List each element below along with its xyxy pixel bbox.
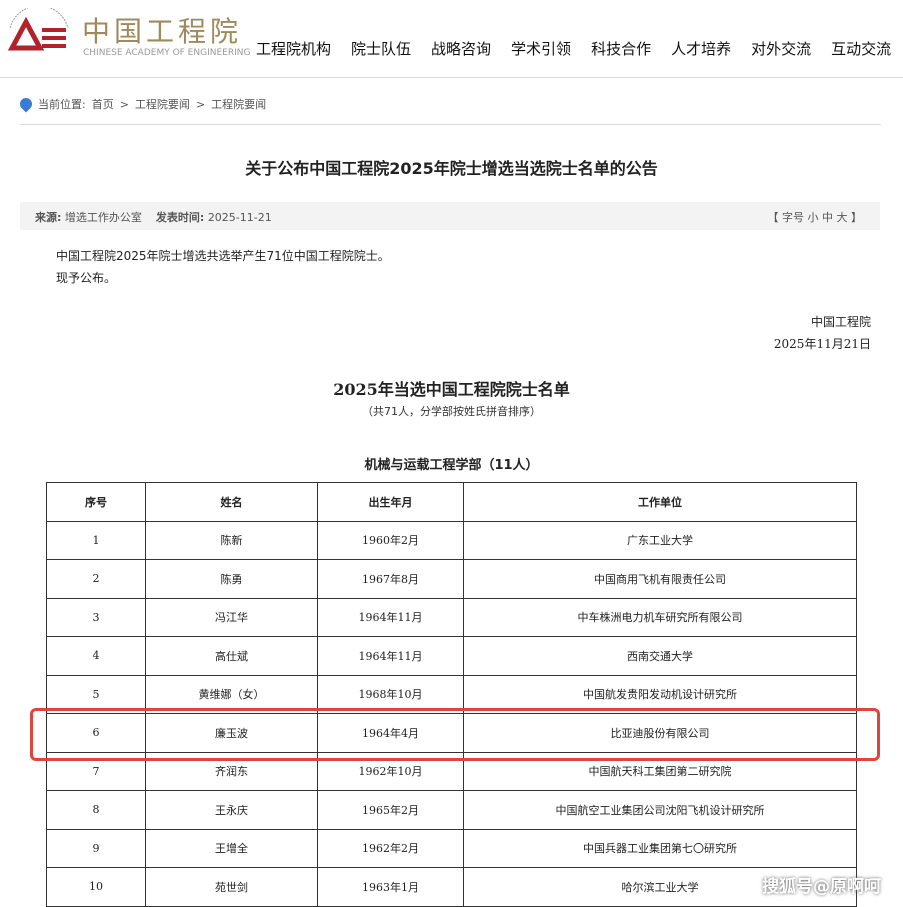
table-cell: 1967年8月 xyxy=(317,559,464,599)
date-label: 发表时间: xyxy=(155,211,205,224)
table-row: 10 苑世剑 1963年1月 哈尔滨工业大学 xyxy=(46,867,857,907)
table-cell: 冯江华 xyxy=(145,597,318,637)
table-cell: 廉玉波 xyxy=(145,713,318,753)
article-body: 中国工程院2025年院士增选共选举产生71位中国工程院院士。 现予公布。 xyxy=(56,245,390,289)
table-cell: 中国商用飞机有限责任公司 xyxy=(463,559,857,599)
breadcrumb-label: 当前位置: xyxy=(38,98,86,111)
signature: 中国工程院 2025年11月21日 xyxy=(774,311,871,355)
table-row: 8 王永庆 1965年2月 中国航空工业集团公司沈阳飞机设计研究所 xyxy=(46,790,857,830)
table-row: 2 陈勇 1967年8月 中国商用飞机有限责任公司 xyxy=(46,559,857,599)
table-row: 3 冯江华 1964年11月 中车株洲电力机车研究所有限公司 xyxy=(46,597,857,637)
logo-chinese: 中国工程院 xyxy=(82,15,243,48)
source: 增选工作办公室 xyxy=(64,211,142,224)
table-cell: 8 xyxy=(46,790,146,830)
table-cell: 中国航空工业集团公司沈阳飞机设计研究所 xyxy=(463,790,857,830)
academician-table: 序号 姓名 出生年月 工作单位 1 陈新 1960年2月 广东工业大学 2 陈勇 1967年… xyxy=(46,482,857,907)
sign-date: 2025年11月21日 xyxy=(773,337,871,351)
table-row: 4 高仕斌 1964年11月 西南交通大学 xyxy=(46,636,857,676)
table-cell: 5 xyxy=(46,674,146,714)
divider xyxy=(20,124,881,125)
nav-item[interactable]: 对外交流 xyxy=(751,40,812,58)
table-cell: 王增全 xyxy=(145,828,318,868)
breadcrumb-item[interactable]: 工程院要闻 xyxy=(211,98,267,111)
table-cell: 1962年2月 xyxy=(317,828,464,868)
table-cell: 中国兵器工业集团第七〇研究所 xyxy=(463,828,857,868)
list-subtitle: （共71人，分学部按姓氏拼音排序） xyxy=(362,405,541,418)
main-nav: 工程院机构 院士队伍 战略咨询 学术引领 科技合作 人才培养 对外交流 互动交流 xyxy=(256,38,903,59)
list-title: 2025年当选中国工程院院士名单 xyxy=(333,380,570,399)
table-cell: 2 xyxy=(46,559,146,599)
nav-item[interactable]: 人才培养 xyxy=(671,40,732,58)
paragraph: 中国工程院2025年院士增选共选举产生71位中国工程院院士。 xyxy=(56,249,390,263)
site-header: 中国工程院 CHINESE ACADEMY OF ENGINEERING 工程院… xyxy=(0,0,903,78)
signer: 中国工程院 xyxy=(810,315,871,329)
breadcrumb: 当前位置: 首页 > 工程院要闻 > 工程院要闻 xyxy=(17,95,267,113)
article-title: 关于公布中国工程院2025年院士增选当选院士名单的公告 xyxy=(245,159,658,178)
table-row: 1 陈新 1960年2月 广东工业大学 xyxy=(46,520,857,560)
table-cell: 10 xyxy=(46,867,146,907)
table-cell: 9 xyxy=(46,828,146,868)
col-header: 工作单位 xyxy=(463,482,857,522)
table-cell: 1 xyxy=(46,520,146,560)
breadcrumb-home[interactable]: 首页 xyxy=(91,98,114,111)
table-header: 序号 姓名 出生年月 工作单位 xyxy=(46,482,857,522)
table-row: 9 王增全 1962年2月 中国兵器工业集团第七〇研究所 xyxy=(46,828,857,868)
nav-item[interactable]: 互动交流 xyxy=(831,40,892,58)
watermark: 搜狐号@原啊呵 xyxy=(762,877,881,897)
col-header: 出生年月 xyxy=(317,482,464,522)
table-cell: 3 xyxy=(46,597,146,637)
table-cell: 陈勇 xyxy=(145,559,318,599)
paragraph: 现予公布。 xyxy=(56,271,117,285)
table-cell: 4 xyxy=(46,636,146,676)
table-cell: 1964年4月 xyxy=(317,713,464,753)
department-title: 机械与运载工程学部（11人） xyxy=(364,458,539,473)
nav-item[interactable]: 工程院机构 xyxy=(256,40,332,58)
nav-item[interactable]: 战略咨询 xyxy=(431,40,492,58)
col-header: 姓名 xyxy=(145,482,318,522)
article-meta: 来源: 增选工作办公室 发表时间: 2025-11-21 【 字号 小 中 大 … xyxy=(20,202,880,230)
table-cell: 陈新 xyxy=(145,520,318,560)
table-cell: 1964年11月 xyxy=(317,597,464,637)
nav-item[interactable]: 学术引领 xyxy=(511,40,572,58)
col-header: 序号 xyxy=(46,482,146,522)
table-cell: 苑世剑 xyxy=(145,867,318,907)
table-cell: 比亚迪股份有限公司 xyxy=(463,713,857,753)
highlight-box xyxy=(30,708,880,761)
table-cell: 1963年1月 xyxy=(317,867,464,907)
table-row: 6 廉玉波 1964年4月 比亚迪股份有限公司 xyxy=(46,713,857,753)
source-label: 来源: xyxy=(35,211,62,224)
table-cell: 王永庆 xyxy=(145,790,318,830)
table-cell: 中车株洲电力机车研究所有限公司 xyxy=(463,597,857,637)
cae-logo[interactable] xyxy=(4,8,74,68)
publish-date: 2025-11-21 xyxy=(207,211,272,224)
logo-english: CHINESE ACADEMY OF ENGINEERING xyxy=(83,48,251,58)
table-cell: 西南交通大学 xyxy=(463,636,857,676)
location-pin-icon xyxy=(17,95,35,113)
nav-item[interactable]: 院士队伍 xyxy=(351,40,412,58)
nav-item[interactable]: 科技合作 xyxy=(591,40,652,58)
font-size-controls[interactable]: 【 字号 小 中 大 】 xyxy=(767,211,862,224)
table-cell: 6 xyxy=(46,713,146,753)
table-cell: 广东工业大学 xyxy=(463,520,857,560)
table-cell: 1960年2月 xyxy=(317,520,464,560)
breadcrumb-item[interactable]: 工程院要闻 xyxy=(134,98,190,111)
table-cell: 1965年2月 xyxy=(317,790,464,830)
table-cell: 高仕斌 xyxy=(145,636,318,676)
table-cell: 哈尔滨工业大学 xyxy=(463,867,857,907)
table-cell: 1964年11月 xyxy=(317,636,464,676)
